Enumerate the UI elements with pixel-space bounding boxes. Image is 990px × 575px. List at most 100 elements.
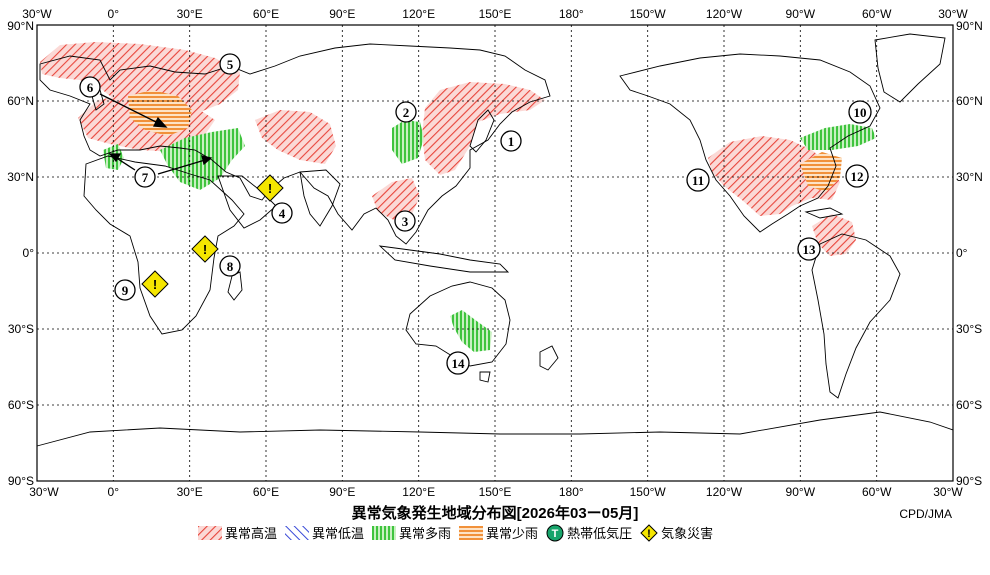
madagascar	[227, 271, 243, 301]
svg-text:12: 12	[851, 169, 864, 184]
region-label-14[interactable]: 14	[446, 351, 470, 375]
region-label-9[interactable]: 9	[114, 279, 136, 301]
right-axis: 90°N 60°N 30°N 0° 30°S 60°S 90°S	[956, 19, 983, 488]
hatch-cold-icon	[285, 525, 310, 540]
right-tick: 90°N	[956, 19, 983, 33]
australia-outline	[405, 281, 511, 367]
top-tick: 30°W	[22, 7, 52, 21]
warm-area-central-america	[812, 214, 856, 256]
top-tick: 30°W	[938, 7, 968, 21]
legend-item-cold: 異常低温	[285, 523, 364, 542]
bottom-tick: 60°E	[253, 485, 279, 499]
svg-text:9: 9	[122, 283, 129, 298]
legend-label: 異常低温	[312, 526, 365, 541]
right-tick: 60°N	[956, 94, 983, 108]
region-label-12[interactable]: 12	[845, 164, 869, 188]
horizontal-dry-icon	[459, 525, 484, 540]
legend-item-wet: 異常多雨	[372, 523, 451, 542]
region-label-7[interactable]: 7	[134, 166, 156, 188]
disaster-markers: ! ! !	[141, 174, 284, 298]
legend-item-warm: 異常高温	[198, 523, 277, 542]
top-tick: 120°W	[706, 7, 743, 21]
disaster-marker[interactable]: !	[141, 270, 169, 298]
left-tick: 0°	[23, 246, 35, 260]
region-label-10[interactable]: 10	[848, 100, 872, 124]
legend-label: 異常少雨	[486, 526, 539, 541]
wet-area-northeast-china	[392, 120, 424, 164]
legend-label: 気象災害	[661, 526, 714, 541]
bottom-tick: 90°E	[329, 485, 355, 499]
region-label-2[interactable]: 2	[395, 101, 417, 123]
region-label-6[interactable]: 6	[79, 76, 101, 98]
bottom-tick: 150°E	[479, 485, 512, 499]
svg-text:T: T	[552, 528, 559, 540]
greenland	[874, 33, 946, 103]
legend-item-dry: 異常少雨	[459, 523, 538, 542]
region-label-13[interactable]: 13	[797, 237, 821, 261]
bottom-tick: 60°W	[862, 485, 892, 499]
left-tick: 60°S	[8, 398, 34, 412]
svg-text:8: 8	[227, 259, 234, 274]
graticule	[37, 25, 953, 481]
disaster-marker[interactable]: !	[191, 235, 219, 263]
top-tick: 120°E	[402, 7, 435, 21]
svg-text:!: !	[203, 242, 207, 257]
top-tick: 180°	[559, 7, 584, 21]
north-america-outline	[619, 53, 881, 233]
left-tick: 60°N	[7, 94, 34, 108]
south-america-outline	[811, 233, 901, 399]
top-tick: 30°E	[177, 7, 203, 21]
left-tick: 90°S	[8, 474, 34, 488]
top-tick: 60°E	[253, 7, 279, 21]
bottom-tick: 120°W	[706, 485, 743, 499]
svg-text:13: 13	[803, 242, 817, 257]
coastlines	[36, 33, 954, 482]
wet-area-canada-east	[800, 124, 876, 150]
bottom-tick: 30°W	[933, 485, 963, 499]
region-label-4[interactable]: 4	[271, 202, 293, 224]
svg-text:14: 14	[452, 356, 466, 371]
indonesia	[378, 245, 510, 273]
right-tick: 60°S	[956, 398, 982, 412]
bottom-tick: 120°E	[402, 485, 435, 499]
svg-text:7: 7	[142, 170, 149, 185]
map-title: 異常気象発生地域分布図[2026年03ー05月]	[351, 505, 639, 522]
top-tick: 90°W	[786, 7, 816, 21]
top-tick: 0°	[108, 7, 120, 21]
top-tick: 150°E	[479, 7, 512, 21]
left-tick: 90°N	[7, 19, 34, 33]
top-axis: 30°W 0° 30°E 60°E 90°E 120°E 150°E 180° …	[22, 7, 968, 21]
right-tick: 30°N	[956, 170, 983, 184]
warm-area-east-asia	[422, 82, 545, 175]
bottom-axis: 30°W 0° 30°E 60°E 90°E 120°E 150°E 180° …	[29, 485, 963, 499]
warm-area-west-asia	[255, 110, 336, 164]
legend-label: 熱帯低気圧	[567, 526, 633, 541]
vertical-wet-icon	[372, 525, 397, 540]
svg-text:11: 11	[692, 173, 704, 188]
region-label-3[interactable]: 3	[394, 210, 416, 232]
bottom-tick: 0°	[108, 485, 120, 499]
legend-label: 異常高温	[225, 526, 278, 541]
region-label-8[interactable]: 8	[219, 255, 241, 277]
pointer-arrows	[99, 93, 213, 175]
legend-item-disaster: ! 気象災害	[640, 523, 713, 542]
antarctica-outline	[36, 411, 954, 482]
disaster-marker[interactable]: !	[256, 174, 284, 202]
region-label-11[interactable]: 11	[686, 168, 710, 192]
warm-area-north-america	[708, 136, 840, 216]
top-tick: 60°W	[862, 7, 892, 21]
region-label-5[interactable]: 5	[219, 53, 241, 75]
right-tick: 90°S	[956, 474, 982, 488]
svg-text:1: 1	[508, 134, 515, 149]
bottom-tick: 90°W	[786, 485, 816, 499]
region-label-1[interactable]: 1	[500, 130, 522, 152]
svg-text:2: 2	[403, 105, 410, 120]
tropical-cyclone-icon: T	[546, 524, 564, 541]
svg-text:4: 4	[279, 206, 286, 221]
svg-text:10: 10	[854, 105, 867, 120]
hatch-warm-icon	[198, 525, 222, 540]
credit-label: CPD/JMA	[899, 507, 952, 521]
svg-text:5: 5	[227, 57, 234, 72]
legend: 異常高温 異常低温 異常多雨 異常少雨 T 熱帯低気圧 ! 気象災害	[198, 523, 721, 542]
